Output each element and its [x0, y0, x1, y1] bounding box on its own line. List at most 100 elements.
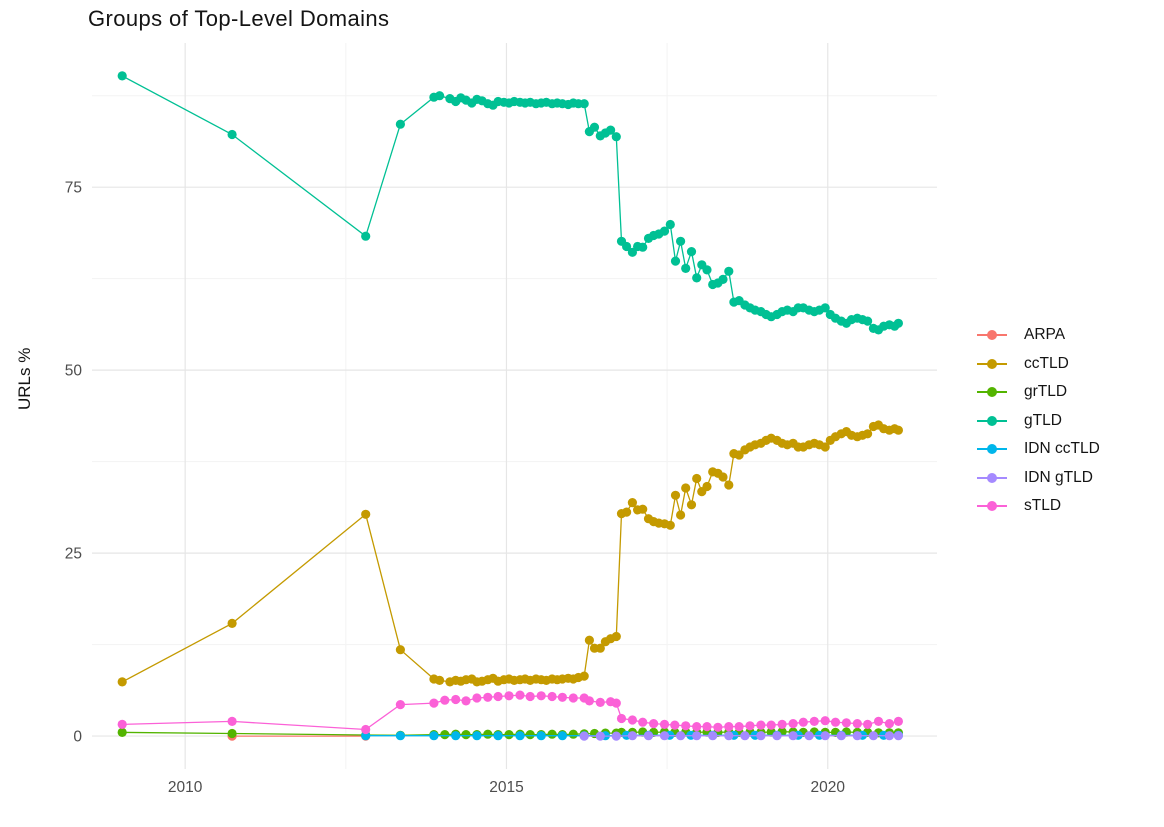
data-point-gtld	[665, 219, 675, 230]
data-point-cctld	[595, 643, 605, 653]
data-point-stld	[745, 721, 755, 731]
series-idn-gtld	[579, 731, 904, 741]
data-point-cctld	[627, 498, 638, 508]
chart-title: Groups of Top-Level Domains	[88, 6, 390, 31]
data-point-gtld	[659, 226, 670, 236]
legend-label-gtld: gTLD	[1024, 411, 1062, 429]
data-point-idn-gtld	[692, 731, 702, 741]
data-point-cctld	[622, 507, 632, 517]
data-point-cctld	[718, 472, 728, 482]
data-point-stld	[670, 720, 680, 730]
data-point-cctld	[863, 429, 873, 439]
legend-item-stld: sTLD	[976, 492, 1100, 521]
legend-label-idn-cctld: IDN ccTLD	[1024, 440, 1100, 458]
data-point-gtld	[718, 274, 728, 284]
data-point-idn-gtld	[611, 731, 621, 741]
data-point-idn-cctld	[472, 731, 482, 741]
data-point-grtld	[227, 728, 237, 739]
data-point-idn-gtld	[852, 731, 862, 741]
data-point-stld	[483, 692, 493, 702]
data-point-gtld	[638, 242, 648, 252]
data-point-cctld	[681, 483, 691, 493]
data-point-grtld	[504, 730, 514, 740]
data-point-cctld	[893, 425, 904, 435]
data-point-stld	[649, 719, 659, 729]
data-point-stld	[515, 690, 525, 700]
data-point-stld	[777, 719, 787, 730]
data-point-gtld	[702, 265, 712, 275]
data-point-stld	[702, 722, 712, 732]
legend-key-icon-gtld	[977, 415, 1007, 426]
data-point-idn-cctld	[493, 731, 503, 741]
legend-label-cctld: ccTLD	[1024, 354, 1069, 372]
data-point-idn-gtld	[868, 731, 879, 741]
legend-key-icon-idn-cctld	[977, 444, 1007, 455]
data-point-cctld	[579, 671, 589, 681]
data-point-stld	[820, 716, 830, 726]
data-point-stld	[713, 722, 723, 732]
data-point-stld	[893, 716, 904, 727]
data-point-gtld	[611, 132, 621, 142]
data-point-gtld	[589, 122, 600, 132]
data-point-stld	[547, 691, 557, 702]
data-point-cctld	[820, 442, 830, 452]
data-point-stld	[525, 691, 535, 702]
data-point-gtld	[681, 263, 691, 273]
data-point-idn-gtld	[804, 731, 814, 741]
data-point-grtld	[440, 730, 450, 740]
data-point-cctld	[665, 520, 675, 530]
data-point-stld	[681, 721, 691, 731]
legend-label-arpa: ARPA	[1024, 326, 1066, 344]
data-point-stld	[568, 693, 578, 703]
data-point-gtld	[863, 316, 873, 326]
data-point-idn-gtld	[788, 731, 798, 741]
data-point-stld	[584, 696, 595, 706]
data-point-cctld	[361, 509, 371, 519]
legend: ARPA ccTLD grTLD gTLD IDN ccTLD IDN gTLD sTLD	[976, 321, 1100, 521]
data-point-idn-gtld	[724, 731, 734, 741]
data-point-gtld	[361, 231, 371, 241]
data-point-cctld	[670, 490, 681, 500]
legend-label-idn-gtld: IDN gTLD	[1024, 468, 1093, 486]
data-point-idn-gtld	[756, 731, 766, 741]
data-point-stld	[557, 692, 568, 702]
data-point-stld	[734, 722, 744, 732]
data-point-cctld	[638, 504, 648, 514]
data-point-idn-gtld	[772, 731, 782, 741]
data-point-gtld	[893, 318, 904, 328]
x-tick-label: 2020	[811, 779, 846, 796]
data-point-stld	[884, 719, 895, 729]
data-point-cctld	[435, 675, 445, 686]
data-point-stld	[798, 717, 808, 727]
data-point-gtld	[395, 119, 405, 129]
data-point-idn-cctld	[515, 731, 525, 741]
data-point-grtld	[568, 729, 578, 739]
legend-key-icon-grtld	[977, 387, 1007, 398]
data-point-idn-gtld	[676, 731, 686, 741]
legend-label-stld: sTLD	[1024, 497, 1062, 515]
data-point-gtld	[117, 71, 127, 81]
data-point-gtld	[227, 129, 237, 140]
data-point-stld	[756, 720, 766, 730]
data-point-cctld	[702, 481, 712, 492]
data-point-idn-gtld	[643, 731, 654, 741]
data-point-gtld	[686, 247, 697, 257]
data-point-gtld	[606, 125, 616, 135]
y-axis-title: URLs %	[15, 347, 34, 410]
data-point-stld	[611, 698, 621, 708]
data-point-idn-gtld	[708, 731, 718, 741]
series-stld	[117, 690, 904, 735]
data-point-stld	[595, 697, 605, 708]
legend-item-idn-gtld: IDN gTLD	[976, 464, 1100, 493]
data-point-cctld	[117, 677, 127, 687]
data-point-gtld	[435, 91, 445, 101]
legend-key-icon-arpa	[977, 330, 1007, 341]
x-tick-label: 2010	[168, 779, 203, 796]
data-point-idn-gtld	[893, 731, 904, 741]
data-point-stld	[461, 696, 471, 706]
data-point-stld	[361, 724, 371, 735]
data-point-stld	[504, 691, 514, 701]
y-tick-label: 50	[65, 363, 83, 380]
data-point-stld	[627, 715, 638, 725]
